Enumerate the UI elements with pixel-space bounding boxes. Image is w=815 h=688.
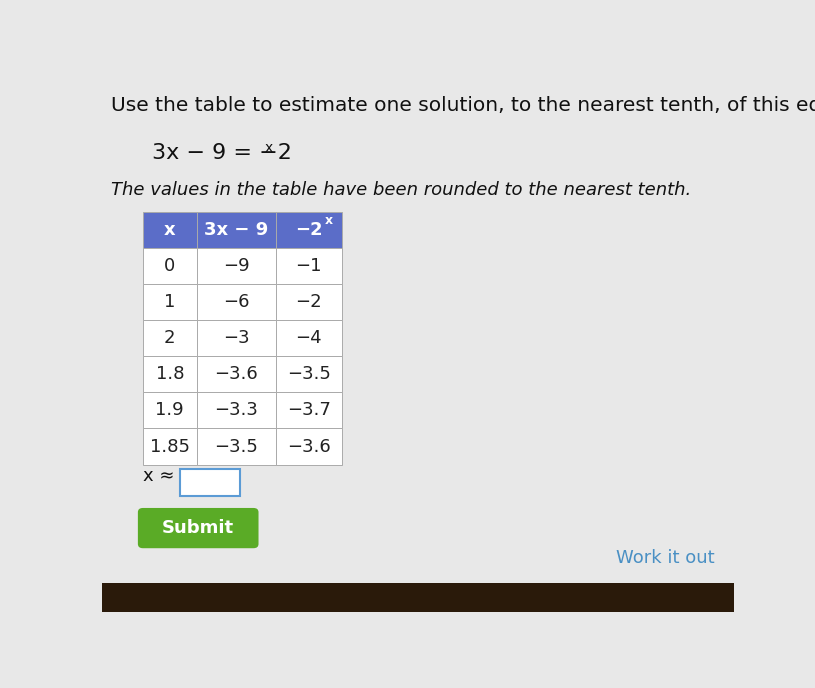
Text: Submit: Submit	[162, 519, 234, 537]
Bar	[143, 356, 196, 392]
Bar	[196, 321, 275, 356]
Text: 1.8: 1.8	[156, 365, 184, 383]
Bar	[102, 583, 734, 612]
Bar	[143, 248, 196, 284]
Bar	[196, 213, 275, 248]
Bar	[143, 392, 196, 429]
Text: −1: −1	[296, 257, 322, 275]
Text: −3.6: −3.6	[214, 365, 258, 383]
FancyBboxPatch shape	[179, 469, 240, 496]
Text: −3.5: −3.5	[287, 365, 331, 383]
Bar	[143, 284, 196, 321]
Bar	[275, 284, 342, 321]
Text: The values in the table have been rounded to the nearest tenth.: The values in the table have been rounde…	[112, 180, 692, 199]
Text: 0: 0	[164, 257, 175, 275]
Bar	[143, 213, 196, 248]
Text: −9: −9	[222, 257, 249, 275]
Bar	[275, 392, 342, 429]
Text: x: x	[324, 215, 333, 227]
Text: −4: −4	[295, 330, 322, 347]
Text: −3.5: −3.5	[214, 438, 258, 455]
Bar	[275, 356, 342, 392]
Bar	[196, 248, 275, 284]
Text: 3x − 9: 3x − 9	[204, 222, 268, 239]
Bar	[275, 429, 342, 464]
Text: −6: −6	[222, 293, 249, 312]
Bar	[196, 392, 275, 429]
Text: Use the table to estimate one solution, to the nearest tenth, of this equa: Use the table to estimate one solution, …	[112, 96, 815, 115]
Bar	[196, 429, 275, 464]
Text: −2: −2	[295, 222, 323, 239]
Text: 1.9: 1.9	[156, 402, 184, 420]
Text: 3x − 9 = −2: 3x − 9 = −2	[152, 144, 293, 164]
Bar	[143, 429, 196, 464]
Text: 1.85: 1.85	[150, 438, 190, 455]
Text: 1: 1	[164, 293, 175, 312]
Text: x ≈: x ≈	[143, 467, 174, 485]
Text: x: x	[265, 141, 273, 155]
Text: −3.3: −3.3	[214, 402, 258, 420]
Bar	[275, 248, 342, 284]
FancyBboxPatch shape	[138, 508, 258, 548]
Bar	[196, 356, 275, 392]
Text: 2: 2	[164, 330, 175, 347]
Text: −3.7: −3.7	[287, 402, 331, 420]
Text: Work it out: Work it out	[616, 549, 715, 568]
Bar	[196, 284, 275, 321]
Text: x: x	[164, 222, 175, 239]
Text: −3.6: −3.6	[287, 438, 331, 455]
Text: −3: −3	[222, 330, 249, 347]
Bar	[275, 321, 342, 356]
Bar	[275, 213, 342, 248]
Text: −2: −2	[295, 293, 322, 312]
Bar	[143, 321, 196, 356]
